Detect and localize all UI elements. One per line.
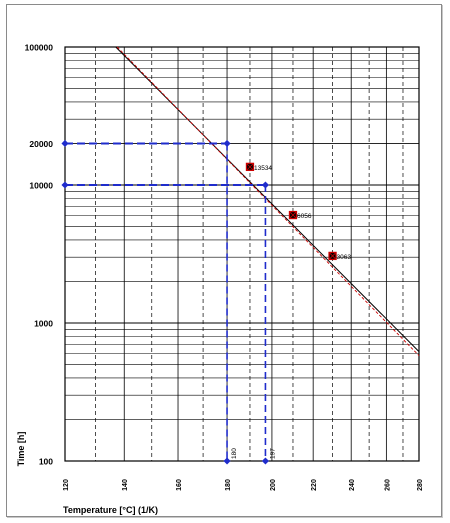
data-point-cross xyxy=(246,163,254,171)
x-tick-label: 200 xyxy=(270,479,277,491)
x-tick-label: 220 xyxy=(311,479,318,491)
data-points: 13534 6056 3063 xyxy=(245,162,352,261)
temperature-time-chart: 120 140 160 180 200 220 240 260 280 100 1000 10000… xyxy=(16,43,424,516)
x-tick-label: 180 xyxy=(225,479,232,491)
y-tick-label: 100 xyxy=(39,457,53,467)
x-tick-label: 240 xyxy=(349,479,356,491)
regression-line xyxy=(115,46,420,353)
reference-marker xyxy=(61,181,69,189)
data-point-cross xyxy=(289,211,297,219)
reference-marker xyxy=(223,139,231,147)
reference-marker xyxy=(261,181,269,189)
y-tick-label: 100000 xyxy=(25,43,54,53)
grid xyxy=(64,46,420,462)
x-tick-label: 120 xyxy=(63,479,70,491)
chart-frame: 120 140 160 180 200 220 240 260 280 100 1000 10000… xyxy=(6,4,442,517)
reference-marker xyxy=(261,457,269,465)
y-tick-label: 20000 xyxy=(29,139,53,149)
data-point-cross xyxy=(329,252,336,260)
y-axis-title: Time [h] xyxy=(16,432,26,467)
y-tick-label: 10000 xyxy=(29,181,53,191)
regression-line-dashed xyxy=(116,46,420,356)
y-tick-label: 1000 xyxy=(34,319,53,329)
x-tick-label: 280 xyxy=(417,479,424,491)
y-tick-labels: 100 1000 10000 20000 100000 xyxy=(25,43,54,467)
x-tick-label: 160 xyxy=(176,479,183,491)
reference-temperature-label: 197 xyxy=(269,448,276,459)
x-tick-label: 140 xyxy=(122,479,129,491)
x-tick-labels: 120 140 160 180 200 220 240 260 280 xyxy=(63,479,424,491)
regression-lines xyxy=(115,46,420,356)
data-point-label: 3063 xyxy=(337,254,352,261)
data-point-label: 6056 xyxy=(297,213,312,220)
data-point-label: 13534 xyxy=(254,165,272,172)
plot-border xyxy=(64,46,420,462)
reference-marker xyxy=(223,457,231,465)
x-axis-title: Temperature [°C] (1/K) xyxy=(63,505,158,515)
reference-lines: 180 197 xyxy=(61,139,276,465)
x-tick-label: 260 xyxy=(384,479,391,491)
reference-temperature-label: 180 xyxy=(231,448,238,459)
reference-marker xyxy=(61,139,69,147)
